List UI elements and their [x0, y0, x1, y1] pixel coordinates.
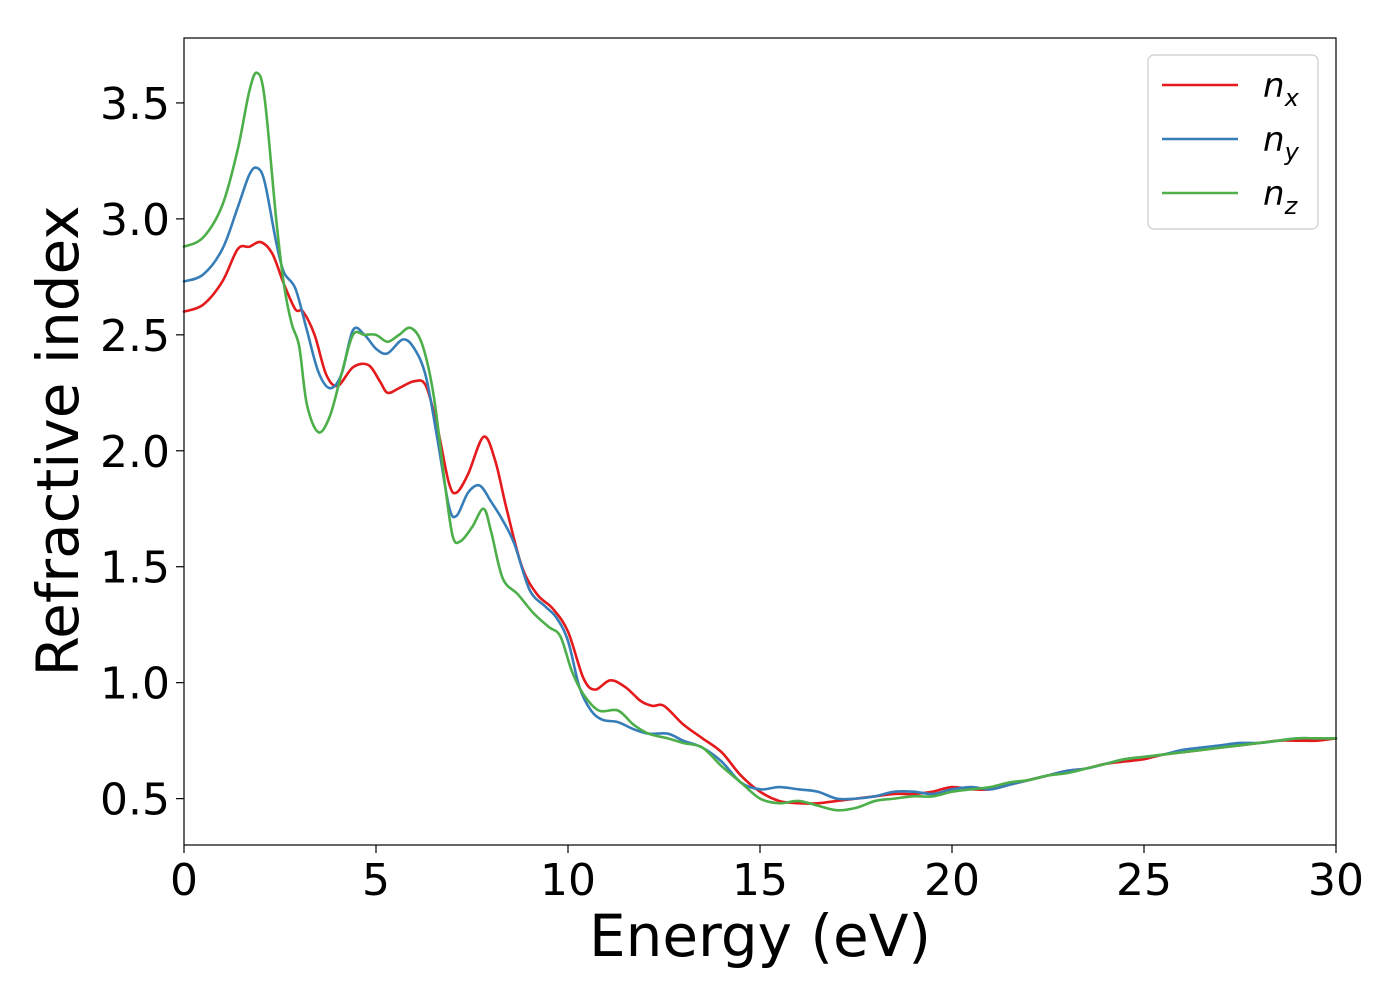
- y-axis-title: Refractive index: [24, 205, 92, 676]
- x-tick-label: 5: [362, 855, 390, 906]
- x-tick-label: 0: [170, 855, 198, 906]
- x-axis-ticks: 0 5 10 15 20 25 30: [170, 845, 1364, 906]
- y-tick-label: 1.5: [100, 543, 170, 594]
- series-line-ny: [182, 166, 1338, 801]
- y-tick-label: 2.0: [100, 427, 170, 478]
- y-tick-label: 2.5: [100, 311, 170, 362]
- x-tick-label: 10: [540, 855, 596, 906]
- series-line-nx: [182, 240, 1338, 805]
- series-layer: [182, 71, 1338, 812]
- x-tick-label: 25: [1116, 855, 1172, 906]
- y-tick-label: 1.0: [100, 659, 170, 710]
- y-tick-label: 3.5: [100, 79, 170, 130]
- y-tick-label: 3.0: [100, 195, 170, 246]
- y-tick-label: 0.5: [100, 775, 170, 826]
- legend-box: [1147, 54, 1319, 230]
- legend-label-nz: nz: [1263, 174, 1299, 220]
- x-axis-title: Energy (eV): [589, 902, 931, 970]
- x-tick-label: 30: [1308, 855, 1364, 906]
- y-axis-ticks: 0.5 1.0 1.5 2.0 2.5 3.0 3.5: [100, 79, 184, 826]
- x-tick-label: 20: [924, 855, 980, 906]
- x-tick-label: 15: [732, 855, 788, 906]
- series-line-nz: [182, 71, 1338, 812]
